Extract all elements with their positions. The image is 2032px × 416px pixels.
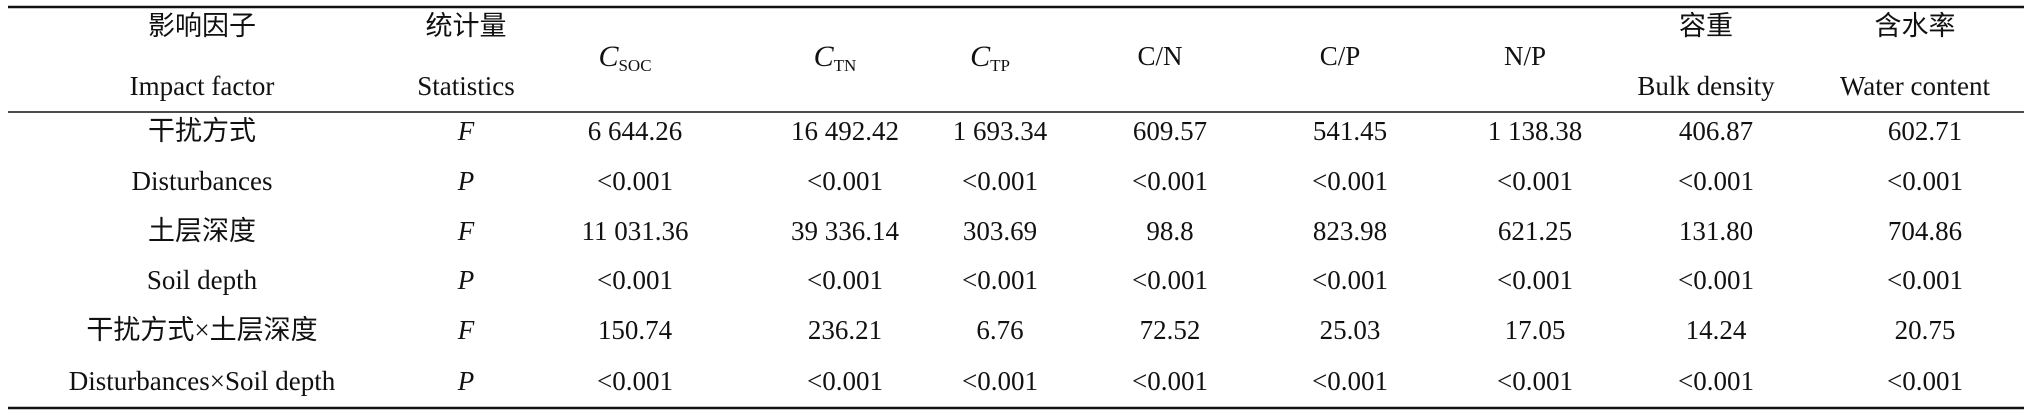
value-cell: 602.71 [1888,116,1962,146]
factor-cell: Disturbances [132,166,273,196]
value-cell: 14.24 [1686,315,1747,345]
value-cell: 303.69 [963,216,1037,246]
value-cell: <0.001 [1887,366,1963,396]
value-cell: 609.57 [1133,116,1207,146]
value-cell: <0.001 [1887,265,1963,295]
value-cell: 6.76 [976,315,1023,345]
header-label: 影响因子 [148,11,256,41]
header-symbol: C [814,40,835,73]
header-label: 容重 [1679,11,1733,41]
stat-cell: F [457,216,475,246]
header-label-en: Impact factor [130,71,275,101]
stat-cell: P [457,265,475,295]
value-cell: 98.8 [1146,216,1193,246]
value-cell: 236.21 [808,315,882,345]
factor-cell: 干扰方式 [148,116,256,146]
value-cell: <0.001 [807,166,883,196]
factor-cell: 干扰方式×土层深度 [86,315,317,345]
value-cell: 621.25 [1498,216,1572,246]
value-cell: <0.001 [1312,366,1388,396]
value-cell: <0.001 [1312,265,1388,295]
value-cell: <0.001 [597,265,673,295]
header-label: N/P [1504,41,1546,71]
value-cell: <0.001 [1497,265,1573,295]
value-cell: <0.001 [597,366,673,396]
header-symbol: C [598,40,619,73]
value-cell: 39 336.14 [791,216,900,246]
stat-cell: F [457,315,475,345]
value-cell: 823.98 [1313,216,1387,246]
header-symbol: C [970,40,991,73]
value-cell: 17.05 [1505,315,1566,345]
value-cell: 11 031.36 [582,216,689,246]
value-cell: 704.86 [1888,216,1962,246]
value-cell: 20.75 [1895,315,1956,345]
value-cell: <0.001 [962,166,1038,196]
value-cell: <0.001 [1678,366,1754,396]
stat-cell: P [457,366,475,396]
value-cell: <0.001 [807,265,883,295]
value-cell: 541.45 [1313,116,1387,146]
value-cell: <0.001 [1678,265,1754,295]
value-cell: 16 492.42 [791,116,899,146]
value-cell: <0.001 [962,366,1038,396]
value-cell: <0.001 [1887,166,1963,196]
value-cell: <0.001 [1132,265,1208,295]
value-cell: 25.03 [1320,315,1381,345]
value-cell: <0.001 [807,366,883,396]
factor-cell: Soil depth [147,265,258,295]
value-cell: <0.001 [962,265,1038,295]
stat-cell: F [457,116,475,146]
factor-cell: Disturbances×Soil depth [69,366,336,396]
value-cell: <0.001 [597,166,673,196]
header-label-en: Statistics [417,71,515,101]
value-cell: <0.001 [1132,166,1208,196]
value-cell: 1 693.34 [953,116,1048,146]
value-cell: 72.52 [1140,315,1201,345]
value-cell: 150.74 [598,315,673,345]
value-cell: 6 644.26 [588,116,683,146]
value-cell: <0.001 [1497,366,1573,396]
value-cell: 131.80 [1679,216,1753,246]
header-label: CTN [814,40,857,75]
header-label: 统计量 [426,11,507,41]
value-cell: <0.001 [1312,166,1388,196]
factor-cell: 土层深度 [148,216,256,246]
header-label: 含水率 [1875,11,1956,41]
header-label: CTP [970,40,1010,75]
header-subscript: SOC [618,56,651,75]
value-cell: 406.87 [1679,116,1753,146]
value-cell: <0.001 [1132,366,1208,396]
header-subscript: TP [990,56,1010,75]
value-cell: <0.001 [1497,166,1573,196]
stat-cell: P [457,166,475,196]
value-cell: <0.001 [1678,166,1754,196]
header-subscript: TN [834,56,857,75]
header-label: C/P [1320,41,1361,71]
header-label: C/N [1137,41,1182,71]
header-label-en: Bulk density [1637,71,1775,101]
header-label: CSOC [598,40,651,75]
header-label-en: Water content [1840,71,1991,101]
value-cell: 1 138.38 [1488,116,1583,146]
